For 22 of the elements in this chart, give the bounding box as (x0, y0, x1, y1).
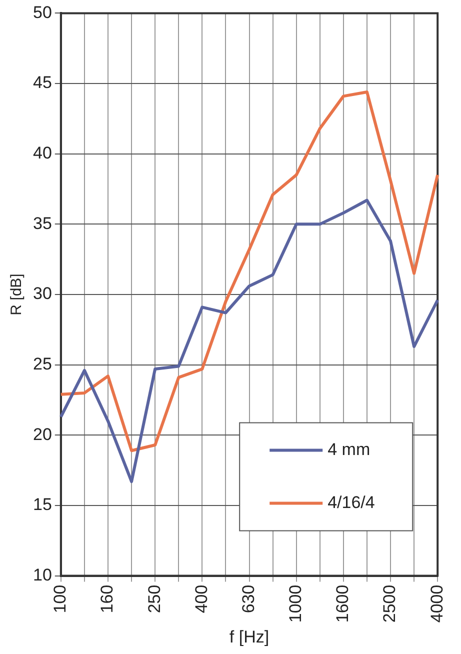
y-tick-label: 45 (32, 73, 52, 92)
y-tick-label: 20 (32, 424, 52, 444)
x-tick-label: 100 (50, 584, 70, 614)
x-tick-label: 630 (238, 584, 258, 614)
x-tick-label: 2500 (380, 584, 400, 623)
legend-label: 4 mm (328, 440, 370, 459)
y-tick-label: 30 (32, 284, 52, 304)
x-tick-label: 400 (192, 584, 211, 614)
x-tick-label: 1000 (286, 584, 306, 623)
x-tick-label: 250 (144, 584, 164, 614)
x-tick-label: 4000 (427, 584, 446, 623)
legend-label: 4/16/4 (328, 492, 375, 512)
x-axis-title: f [Hz] (229, 627, 270, 646)
y-tick-label: 40 (32, 144, 52, 163)
y-tick-label: 15 (32, 495, 52, 514)
y-tick-label: 50 (32, 2, 52, 22)
y-tick-label: 25 (32, 354, 52, 374)
x-tick-label: 1600 (333, 584, 352, 623)
y-tick-label: 35 (32, 214, 52, 233)
y-tick-label: 10 (32, 565, 52, 584)
y-axis-title: R [dB] (8, 274, 26, 316)
x-tick-label: 160 (98, 584, 117, 614)
